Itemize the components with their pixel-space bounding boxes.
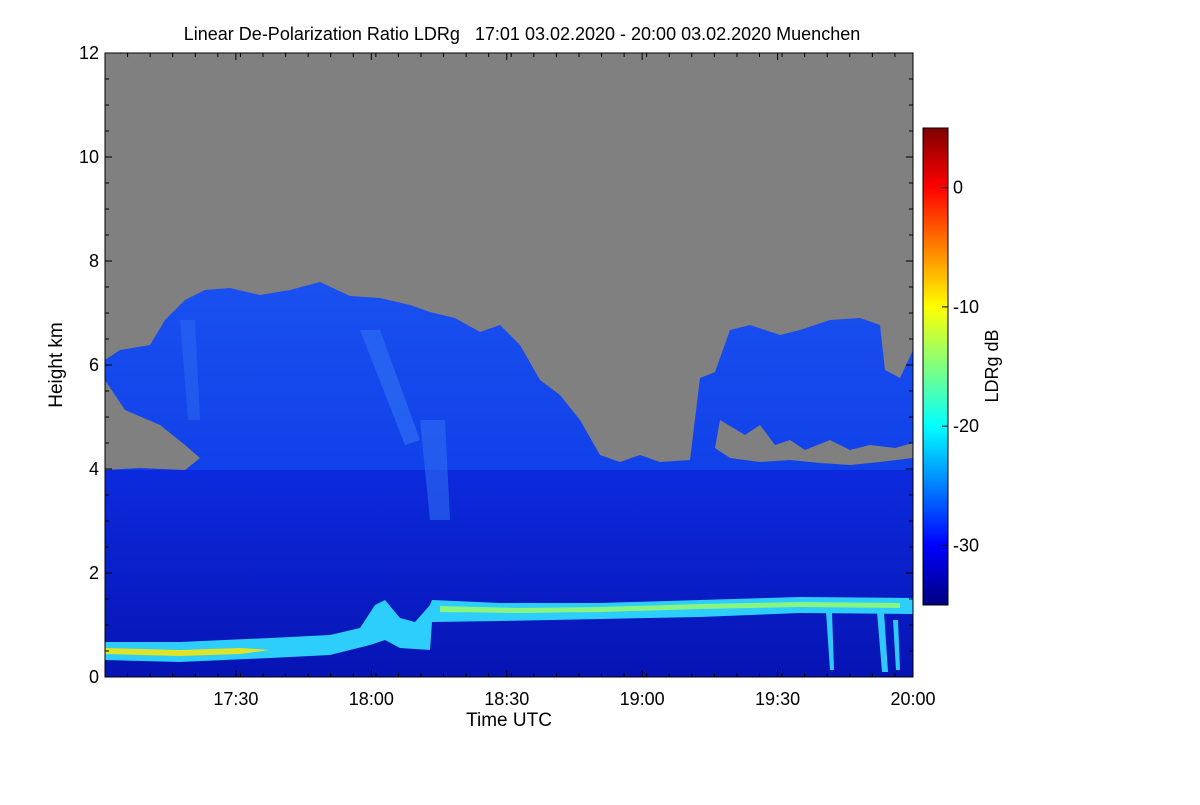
colorbar-label: LDRg dB: [982, 329, 1002, 402]
plot-area: [105, 53, 913, 677]
x-tick-label: 19:00: [620, 689, 665, 709]
y-tick-label: 12: [79, 43, 99, 63]
melting-layer: [105, 597, 913, 662]
melting-layer-core: [105, 648, 270, 656]
y-tick-label: 6: [89, 355, 99, 375]
y-tick-label: 8: [89, 251, 99, 271]
x-tick-label: 18:30: [484, 689, 529, 709]
x-tick-label: 18:00: [349, 689, 394, 709]
x-tick-label: 19:30: [755, 689, 800, 709]
colorbar: [922, 127, 949, 606]
y-tick-label: 4: [89, 459, 99, 479]
melting-layer-core-2: [440, 602, 900, 613]
gap-under-cloud-right: [715, 420, 913, 465]
y-tick-label: 0: [89, 667, 99, 687]
fallstreak-band-2: [420, 420, 450, 520]
y-axis-label: Height km: [46, 322, 67, 408]
colorbar-tick-label: 0: [953, 178, 963, 198]
x-axis-label: Time UTC: [466, 710, 552, 731]
gap-under-cloud-left: [105, 380, 200, 470]
y-tick-label: 10: [79, 147, 99, 167]
fallstreak-band-1: [360, 330, 420, 445]
colorbar-tick-label: -20: [953, 416, 979, 436]
precip-streak-2: [877, 612, 888, 672]
x-axis: 17:30 18:00 18:30 19:00 19:30 20:00: [104, 53, 936, 709]
x-tick-label: 20:00: [890, 689, 935, 709]
colorbar-axis: 0 -10 -20 -30: [942, 178, 979, 555]
colorbar-tick-label: -10: [953, 297, 979, 317]
precip-streak-3: [893, 620, 900, 670]
x-tick-label: 17:30: [213, 689, 258, 709]
precip-streak-1: [826, 612, 834, 670]
y-tick-label: 2: [89, 563, 99, 583]
chart-title: Linear De-Polarization Ratio LDRg 17:01 …: [184, 24, 860, 44]
colorbar-tick-label: -30: [953, 535, 979, 555]
y-axis: 0 2 4 6 8 10 12: [79, 43, 913, 687]
fallstreak-band-3: [180, 320, 200, 420]
